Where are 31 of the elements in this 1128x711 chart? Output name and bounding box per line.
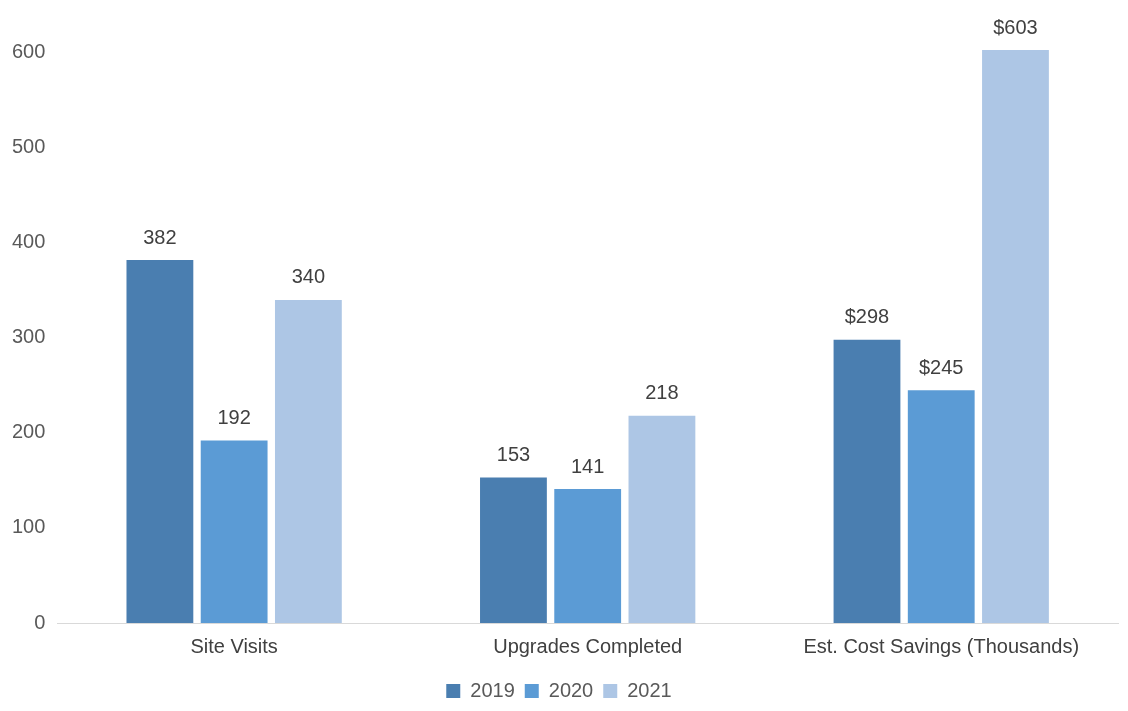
bar: [628, 415, 696, 623]
legend-label: 2020: [548, 678, 594, 701]
legend-label: 2019: [470, 678, 515, 701]
bar: [982, 50, 1049, 623]
bar: [554, 489, 622, 623]
x-tick-label: Site Visits: [190, 634, 278, 657]
y-tick-label: 0: [34, 610, 46, 633]
data-label: 382: [143, 225, 177, 248]
y-tick-label: 100: [11, 515, 46, 538]
legend-label: 2021: [627, 678, 672, 701]
bar: [200, 440, 268, 623]
y-tick-label: 400: [11, 230, 46, 253]
y-tick-label: 300: [11, 325, 46, 348]
y-tick-label: 600: [11, 40, 46, 63]
bar: [907, 390, 975, 623]
data-label: $245: [918, 355, 964, 378]
y-tick-label: 200: [11, 420, 46, 443]
data-label: 218: [645, 381, 679, 404]
bar: [833, 339, 901, 623]
x-tick-label: Est. Cost Savings (Thousands): [803, 634, 1080, 657]
x-tick-label: Upgrades Completed: [493, 634, 683, 657]
data-label: 141: [571, 454, 605, 477]
y-tick-label: 500: [11, 135, 46, 158]
data-label: 192: [217, 406, 251, 429]
data-label: $603: [993, 15, 1038, 38]
data-label: 153: [496, 443, 531, 466]
data-label: 340: [291, 265, 326, 288]
data-label: $298: [844, 305, 890, 328]
bar: [480, 477, 547, 623]
bar: [274, 299, 342, 623]
bar: [126, 260, 194, 623]
